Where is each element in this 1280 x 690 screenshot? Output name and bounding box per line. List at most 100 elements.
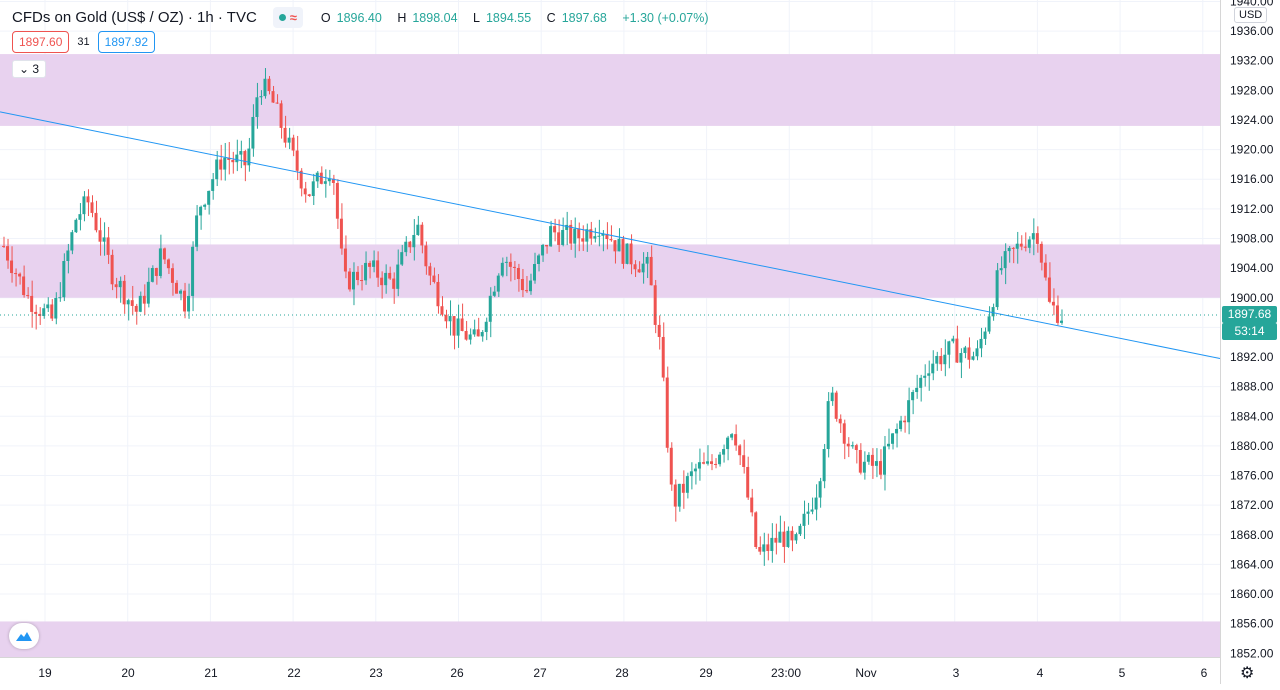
- candle-body: [581, 238, 585, 242]
- candle-body: [18, 273, 22, 277]
- candle-body: [589, 229, 593, 239]
- candle-body: [496, 275, 500, 292]
- candle-body: [38, 313, 42, 316]
- change-value: +1.30 (+0.07%): [622, 10, 709, 25]
- sell-button[interactable]: 1897.60: [12, 31, 70, 53]
- candle-body: [170, 268, 174, 283]
- candle-body: [74, 219, 78, 233]
- candle-body: [919, 377, 923, 388]
- candle-body: [347, 271, 351, 290]
- candle-body: [199, 206, 203, 216]
- candle-body: [545, 244, 549, 247]
- candle-body: [364, 262, 368, 281]
- time-tick-label: 29: [699, 666, 713, 680]
- price-tick-label: 1884.00: [1230, 409, 1274, 423]
- time-tick-label: 23: [369, 666, 383, 680]
- candle-body: [150, 268, 154, 282]
- time-axis[interactable]: 19 20 21 22 23 26 27 28 29 23:00 Nov 3 4 5 6: [0, 657, 1220, 685]
- price-tick-label: 1892.00: [1230, 350, 1274, 364]
- candle-body: [927, 373, 931, 376]
- candle-body: [58, 297, 62, 299]
- candle-body: [693, 468, 697, 472]
- candle-body: [810, 509, 814, 512]
- candle-body: [86, 196, 90, 203]
- candle-body: [689, 471, 693, 477]
- candle-body: [549, 226, 553, 247]
- candle-body: [758, 546, 762, 552]
- candle-body: [866, 454, 870, 462]
- candle-body: [955, 338, 959, 363]
- candle-body: [1027, 239, 1031, 248]
- logo-icon: [16, 632, 32, 641]
- candle-body: [251, 116, 255, 149]
- candle-body: [259, 96, 263, 98]
- time-tick-label: 6: [1201, 666, 1208, 680]
- candle-body: [895, 428, 899, 434]
- settings-gear-icon[interactable]: ⚙: [1240, 665, 1255, 682]
- candle-body: [54, 297, 58, 319]
- candle-body: [223, 157, 227, 170]
- candle-body: [295, 150, 299, 171]
- time-tick-label: 20: [121, 666, 135, 680]
- candle-body: [10, 260, 14, 274]
- candle-body: [154, 268, 158, 276]
- candle-body: [464, 330, 468, 340]
- candle-body: [750, 497, 754, 513]
- candle-body: [408, 241, 412, 248]
- candle-body: [267, 78, 271, 92]
- candle-body: [94, 212, 98, 231]
- currency-badge[interactable]: USD: [1234, 7, 1268, 23]
- market-status[interactable]: ≈: [272, 7, 303, 28]
- candlestick-chart[interactable]: [0, 0, 1220, 657]
- candle-body: [142, 295, 146, 304]
- time-tick-label: 28: [615, 666, 629, 680]
- candle-body: [207, 190, 211, 205]
- candle-body: [838, 418, 842, 424]
- candle-body: [669, 447, 673, 485]
- candle-body: [782, 531, 786, 547]
- buy-button[interactable]: 1897.92: [97, 31, 156, 53]
- candle-body: [444, 314, 448, 322]
- candle-body: [158, 248, 162, 276]
- candle-body: [6, 246, 10, 261]
- candle-body: [82, 196, 86, 215]
- candle-body: [46, 304, 50, 309]
- price-tick-label: 1876.00: [1230, 469, 1274, 483]
- price-axis[interactable]: 1852.00 1856.00 1860.00 1864.00 1868.00 1872.…: [1220, 0, 1280, 684]
- candle-body: [601, 233, 605, 236]
- candle-body: [907, 400, 911, 423]
- candle-body: [878, 461, 882, 475]
- candle-body: [891, 433, 895, 444]
- candle-body: [657, 324, 661, 337]
- candle-body: [842, 423, 846, 444]
- candle-body: [392, 278, 396, 289]
- candle-body: [971, 356, 975, 360]
- candle-body: [951, 338, 955, 342]
- candle-body: [1003, 251, 1007, 269]
- chevron-down-icon: ⌄: [19, 62, 30, 76]
- candle-body: [1031, 233, 1035, 240]
- candle-body: [959, 353, 963, 363]
- time-tick-label: 3: [953, 666, 960, 680]
- candle-body: [195, 215, 199, 247]
- candle-body: [629, 243, 633, 265]
- candle-body: [456, 318, 460, 336]
- candle-body: [90, 202, 94, 213]
- tradingview-logo[interactable]: [9, 623, 39, 649]
- candle-body: [520, 279, 524, 291]
- candle-body: [291, 137, 295, 151]
- candle-body: [826, 401, 830, 450]
- candle-body: [231, 159, 235, 163]
- price-tick-label: 1860.00: [1230, 587, 1274, 601]
- candle-body: [903, 420, 907, 423]
- candle-body: [685, 476, 689, 493]
- candle-body: [617, 238, 621, 252]
- symbol-title[interactable]: CFDs on Gold (US$ / OZ) · 1h · TVC: [12, 9, 257, 26]
- price-tick-label: 1912.00: [1230, 202, 1274, 216]
- candle-body: [14, 273, 18, 275]
- chart-canvas[interactable]: [0, 0, 1220, 657]
- time-tick-label: Nov: [855, 666, 876, 680]
- candle-body: [70, 232, 74, 251]
- candle-body: [830, 392, 834, 402]
- indicators-toggle-button[interactable]: ⌄ 3: [12, 60, 47, 78]
